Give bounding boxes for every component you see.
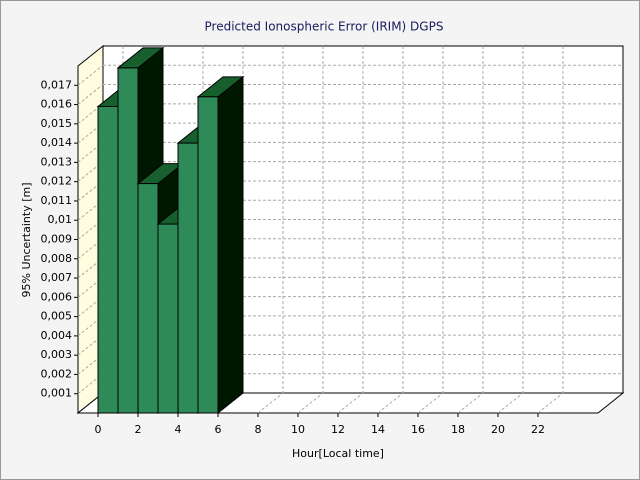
y-tick-label: 0,012 bbox=[41, 175, 73, 188]
y-tick-label: 0,004 bbox=[41, 329, 73, 342]
x-tick-label: 0 bbox=[95, 423, 102, 436]
x-tick-label: 14 bbox=[371, 423, 385, 436]
bar bbox=[197, 96, 219, 414]
y-tick-label: 0,002 bbox=[41, 367, 73, 380]
bar bbox=[157, 223, 179, 414]
y-tick-label: 0,001 bbox=[41, 387, 73, 400]
y-tick-label: 0,003 bbox=[41, 348, 73, 361]
grid-line bbox=[77, 64, 104, 86]
y-tick-label: 0,015 bbox=[41, 117, 73, 130]
y-tick-label: 0,006 bbox=[41, 290, 73, 303]
grid-line bbox=[497, 392, 524, 414]
grid-line bbox=[537, 392, 564, 414]
y-tick-label: 0,01 bbox=[48, 213, 73, 226]
y-tick-label: 0,013 bbox=[41, 155, 73, 168]
x-axis-label: Hour[Local time] bbox=[292, 447, 384, 460]
x-tick-label: 12 bbox=[331, 423, 345, 436]
grid-line bbox=[77, 84, 104, 105]
bar bbox=[117, 67, 139, 414]
x-tick-label: 6 bbox=[215, 423, 222, 436]
bar bbox=[177, 142, 199, 414]
y-tick-label: 0,009 bbox=[41, 233, 73, 246]
grid-line bbox=[297, 392, 324, 414]
chart-title: Predicted Ionospheric Error (IRIM) DGPS bbox=[205, 20, 444, 34]
x-tick-label: 2 bbox=[135, 423, 142, 436]
y-tick-label: 0,008 bbox=[41, 252, 73, 265]
bar bbox=[97, 105, 119, 414]
grid-line bbox=[377, 392, 404, 414]
x-tick-label: 22 bbox=[531, 423, 545, 436]
y-tick-label: 0,007 bbox=[41, 271, 73, 284]
y-tick-label: 0,016 bbox=[41, 98, 73, 111]
grid-line bbox=[337, 392, 364, 414]
bar bbox=[137, 183, 159, 414]
grid-line bbox=[257, 392, 284, 414]
x-tick-label: 8 bbox=[255, 423, 262, 436]
x-tick-label: 10 bbox=[291, 423, 305, 436]
x-tick-label: 18 bbox=[451, 423, 465, 436]
grid-line bbox=[417, 392, 444, 414]
y-tick-label: 0,005 bbox=[41, 310, 73, 323]
bar-side bbox=[217, 75, 244, 415]
y-tick-label: 0,011 bbox=[41, 194, 73, 207]
y-tick-label: 0,017 bbox=[41, 78, 73, 91]
x-tick-label: 16 bbox=[411, 423, 425, 436]
x-tick-label: 20 bbox=[491, 423, 505, 436]
y-axis-label: 95% Uncertainty [m] bbox=[20, 182, 33, 297]
grid-line bbox=[457, 392, 484, 414]
y-tick-label: 0,014 bbox=[41, 136, 73, 149]
x-tick-label: 4 bbox=[175, 423, 182, 436]
